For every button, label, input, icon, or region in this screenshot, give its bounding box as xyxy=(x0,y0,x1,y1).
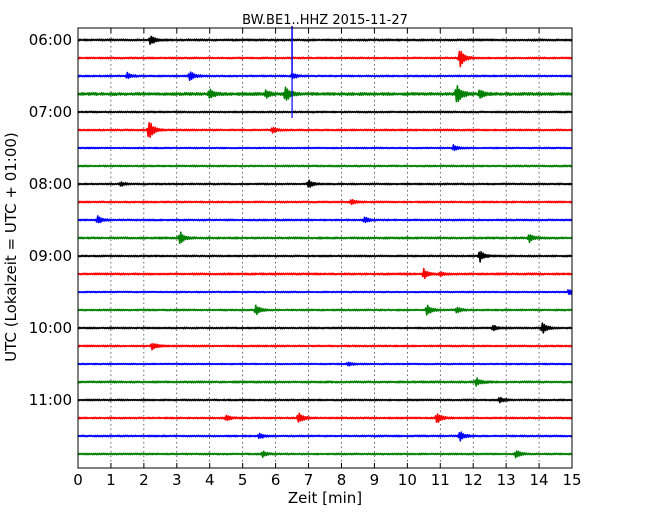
seismic-trace-0600 xyxy=(77,35,573,45)
y-tick-label-10:00: 10:00 xyxy=(29,319,72,337)
seismic-trace-1015 xyxy=(77,342,573,351)
x-tick-label-3: 3 xyxy=(172,471,182,489)
seismic-trace-0800 xyxy=(77,179,573,188)
seismic-trace-0830 xyxy=(77,215,573,224)
y-tick-label-07:00: 07:00 xyxy=(29,103,72,121)
seismic-trace-0700 xyxy=(77,110,573,114)
x-tick-label-8: 8 xyxy=(337,471,347,489)
seismic-trace-1100 xyxy=(77,396,573,404)
x-tick-label-5: 5 xyxy=(238,471,248,489)
y-axis-label: UTC (Lokalzeit = UTC + 01:00) xyxy=(2,132,20,362)
seismic-trace-0645 xyxy=(77,85,573,103)
seismic-trace-0745 xyxy=(77,164,573,168)
axes-layer: 0 1 2 3 4 5 6 7 8 9 10 11 12 13 14 1506:0007:0008:0009:… xyxy=(29,27,582,489)
trace-layer xyxy=(77,26,573,459)
x-tick-label-14: 14 xyxy=(530,471,549,489)
seismic-trace-1030 xyxy=(77,361,573,367)
x-tick-label-4: 4 xyxy=(205,471,215,489)
seismic-trace-1045 xyxy=(77,377,573,387)
x-tick-label-7: 7 xyxy=(304,471,314,489)
x-tick-label-0: 0 xyxy=(73,471,83,489)
seismic-trace-0930 xyxy=(77,289,573,296)
x-tick-label-2: 2 xyxy=(139,471,149,489)
seismic-trace-0730 xyxy=(77,144,573,152)
chart-title: BW.BE1..HHZ 2015-11-27 xyxy=(242,13,408,28)
seismic-trace-0900 xyxy=(77,251,573,263)
seismic-trace-0630 xyxy=(77,71,573,82)
seismic-trace-1145 xyxy=(77,450,573,459)
x-tick-label-12: 12 xyxy=(464,471,483,489)
seismic-trace-1130 xyxy=(77,431,573,442)
seismic-trace-1115 xyxy=(77,412,573,424)
x-axis-label: Zeit [min] xyxy=(288,489,362,507)
y-tick-label-11:00: 11:00 xyxy=(29,391,72,409)
seismic-trace-0915 xyxy=(77,267,573,280)
y-tick-label-09:00: 09:00 xyxy=(29,247,72,265)
y-tick-label-08:00: 08:00 xyxy=(29,175,72,193)
seismic-trace-0845 xyxy=(77,231,573,245)
y-tick-label-06:00: 06:00 xyxy=(29,31,72,49)
plot-frame xyxy=(77,27,573,469)
grid-layer xyxy=(110,28,540,468)
x-tick-label-6: 6 xyxy=(271,471,281,489)
seismic-trace-0815 xyxy=(77,199,573,206)
x-tick-label-1: 1 xyxy=(106,471,116,489)
seismic-trace-1000 xyxy=(77,322,573,334)
seismic-trace-0715 xyxy=(77,121,573,139)
seismic-trace-0615 xyxy=(77,50,573,68)
x-tick-label-15: 15 xyxy=(562,471,581,489)
seismic-trace-0945 xyxy=(77,304,573,316)
x-tick-label-13: 13 xyxy=(497,471,516,489)
x-tick-label-9: 9 xyxy=(370,471,380,489)
x-tick-label-10: 10 xyxy=(398,471,417,489)
x-tick-label-11: 11 xyxy=(431,471,450,489)
